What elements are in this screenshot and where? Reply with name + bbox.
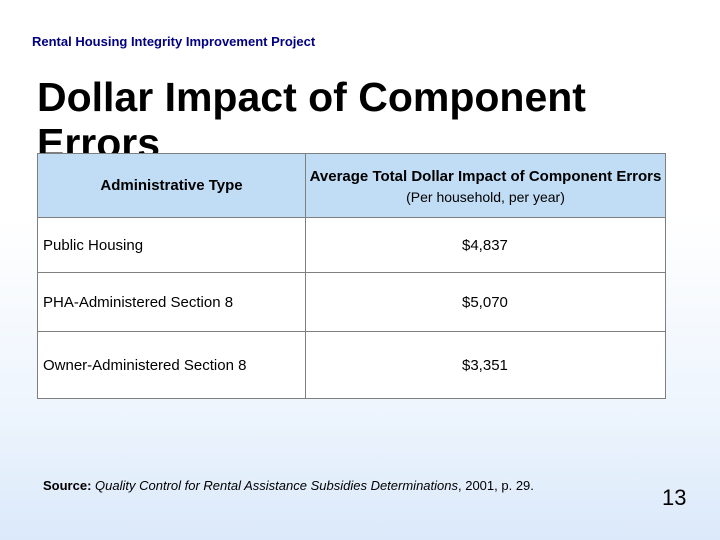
cell-administrative-type: Public Housing	[37, 217, 306, 273]
project-name: Rental Housing Integrity Improvement Pro…	[32, 34, 316, 49]
table-header-row: Administrative Type Average Total Dollar…	[37, 153, 666, 218]
impact-table: Administrative Type Average Total Dollar…	[37, 153, 666, 399]
cell-administrative-type: Owner-Administered Section 8	[37, 331, 306, 399]
page-number: 13	[662, 485, 687, 510]
column-header-label: Average Total Dollar Impact of Component…	[309, 168, 662, 185]
column-header-administrative-type: Administrative Type	[37, 153, 306, 218]
column-header-sublabel: (Per household, per year)	[406, 189, 565, 205]
source-label: Source:	[43, 478, 92, 493]
cell-dollar-impact: $3,351	[305, 331, 666, 399]
cell-dollar-impact: $5,070	[305, 272, 666, 332]
cell-administrative-type: PHA-Administered Section 8	[37, 272, 306, 332]
source-citation: Source: Quality Control for Rental Assis…	[43, 478, 534, 493]
column-header-dollar-impact: Average Total Dollar Impact of Component…	[305, 153, 666, 218]
table-row: PHA-Administered Section 8 $5,070	[37, 272, 666, 332]
column-header-label: Administrative Type	[100, 177, 243, 194]
slide-title: Dollar Impact of Component Errors	[37, 74, 586, 166]
source-details: , 2001, p. 29.	[458, 478, 534, 493]
source-title: Quality Control for Rental Assistance Su…	[95, 478, 458, 493]
table-row: Owner-Administered Section 8 $3,351	[37, 331, 666, 399]
cell-dollar-impact: $4,837	[305, 217, 666, 273]
table-row: Public Housing $4,837	[37, 217, 666, 273]
